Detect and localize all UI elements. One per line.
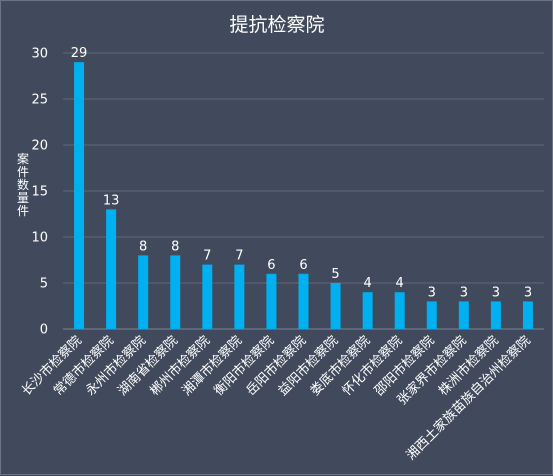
bar xyxy=(106,209,117,329)
bar xyxy=(330,283,341,329)
bar xyxy=(490,301,501,329)
bar xyxy=(394,292,405,329)
y-axis-label-char: 案 xyxy=(17,151,29,166)
y-tick-label: 30 xyxy=(31,47,48,62)
bar xyxy=(266,273,277,329)
y-axis-label-char: 件 xyxy=(17,204,29,218)
data-label: 3 xyxy=(524,285,532,300)
y-tick-label: 5 xyxy=(40,277,48,292)
data-label: 3 xyxy=(428,285,436,300)
data-label: 7 xyxy=(203,249,211,264)
data-label: 7 xyxy=(235,249,243,264)
y-tick-label: 0 xyxy=(40,323,48,338)
chart-title: 提抗检察院 xyxy=(229,14,324,36)
bar xyxy=(234,264,245,329)
bar xyxy=(362,292,373,329)
y-axis-label-char: 件 xyxy=(17,165,29,179)
bar xyxy=(202,264,213,329)
y-axis-label-char: 数 xyxy=(17,177,29,192)
data-label: 5 xyxy=(331,267,339,282)
bar xyxy=(170,255,181,329)
bar xyxy=(426,301,437,329)
data-label: 3 xyxy=(492,285,500,300)
data-label: 3 xyxy=(460,285,468,300)
data-label: 29 xyxy=(71,46,88,61)
y-axis-ticks: 0 5 10 15 20 25 30 xyxy=(31,47,48,338)
data-label: 6 xyxy=(299,258,307,273)
bar xyxy=(74,62,85,329)
data-label: 8 xyxy=(171,239,179,254)
data-label: 8 xyxy=(139,239,147,254)
data-label: 4 xyxy=(363,276,371,291)
bar xyxy=(298,273,309,329)
bars xyxy=(74,62,533,329)
y-tick-label: 25 xyxy=(31,93,48,108)
y-tick-label: 10 xyxy=(31,231,48,246)
data-label: 4 xyxy=(396,276,404,291)
y-tick-label: 15 xyxy=(31,185,48,200)
bar xyxy=(522,301,533,329)
bar xyxy=(458,301,469,329)
y-tick-label: 20 xyxy=(31,139,48,154)
bar xyxy=(138,255,149,329)
y-axis-label-char: 量 xyxy=(17,191,29,205)
x-axis-categories: 长沙市检察院常德市检察院永州市检察院湖南省检察院郴州市检察院湘潭市检察院衡阳市检… xyxy=(18,333,533,464)
data-label: 13 xyxy=(103,193,120,208)
data-label: 6 xyxy=(267,258,275,273)
data-labels: 29 13 8 8 7 7 6 6 5 4 4 3 3 3 3 xyxy=(71,46,532,300)
